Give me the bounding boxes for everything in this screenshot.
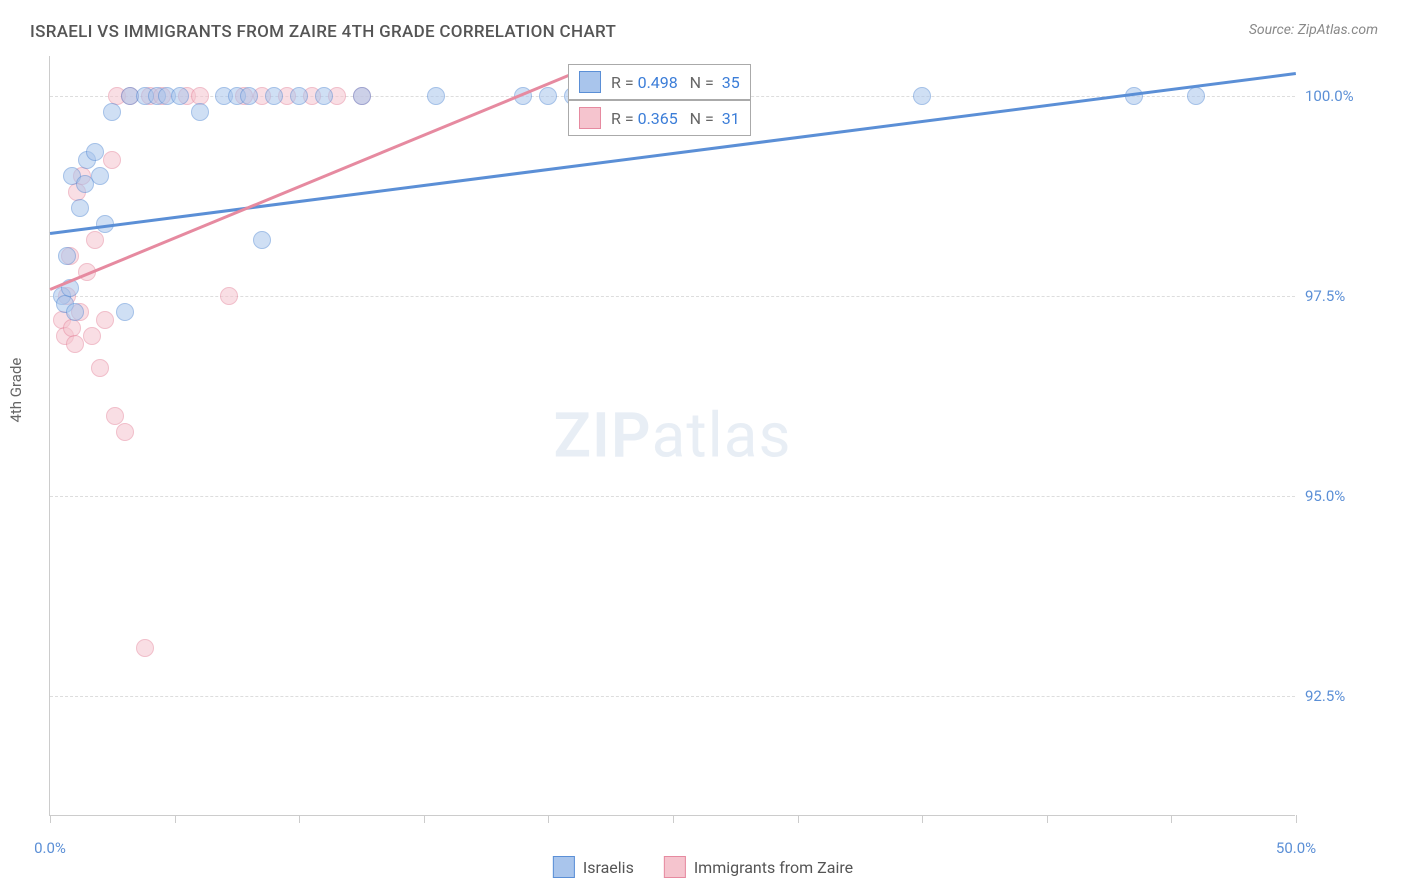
scatter-point	[315, 87, 333, 105]
y-axis-label: 4th Grade	[7, 358, 25, 423]
watermark-light: atlas	[652, 399, 792, 472]
chart-container: ISRAELI VS IMMIGRANTS FROM ZAIRE 4TH GRA…	[0, 0, 1406, 892]
chart-title: ISRAELI VS IMMIGRANTS FROM ZAIRE 4TH GRA…	[30, 22, 616, 42]
x-tick-mark	[548, 815, 549, 823]
scatter-point	[71, 199, 89, 217]
watermark: ZIPatlas	[554, 399, 792, 472]
scatter-point	[171, 87, 189, 105]
x-tick-mark	[50, 815, 51, 823]
legend-label-zaire: Immigrants from Zaire	[694, 858, 853, 877]
x-tick-mark	[424, 815, 425, 823]
gridline-h	[50, 696, 1295, 697]
legend-label-israelis: Israelis	[583, 858, 634, 877]
legend-swatch	[579, 71, 601, 93]
x-tick-mark	[1047, 815, 1048, 823]
scatter-point	[83, 327, 101, 345]
correlation-text: R = 0.365 N = 31	[611, 109, 740, 128]
bottom-legend: Israelis Immigrants from Zaire	[553, 856, 853, 878]
legend-item-israelis: Israelis	[553, 856, 634, 878]
gridline-h	[50, 496, 1295, 497]
x-tick-label: 0.0%	[34, 839, 66, 857]
scatter-point	[91, 167, 109, 185]
legend-item-zaire: Immigrants from Zaire	[664, 856, 853, 878]
y-tick-label: 97.5%	[1305, 287, 1375, 305]
y-tick-label: 95.0%	[1305, 487, 1375, 505]
scatter-point	[86, 143, 104, 161]
plot-area: ZIPatlas 92.5%95.0%97.5%100.0%0.0%50.0%R…	[49, 56, 1295, 816]
scatter-point	[86, 231, 104, 249]
scatter-point	[1187, 87, 1205, 105]
y-tick-label: 100.0%	[1305, 87, 1375, 105]
x-tick-mark	[1171, 815, 1172, 823]
correlation-text: R = 0.498 N = 35	[611, 73, 740, 92]
legend-swatch-pink	[664, 856, 686, 878]
scatter-point	[116, 303, 134, 321]
x-tick-mark	[922, 815, 923, 823]
scatter-point	[91, 359, 109, 377]
x-tick-mark	[1296, 815, 1297, 823]
scatter-point	[106, 407, 124, 425]
scatter-point	[913, 87, 931, 105]
scatter-point	[66, 303, 84, 321]
x-tick-mark	[798, 815, 799, 823]
scatter-point	[253, 231, 271, 249]
x-tick-label: 50.0%	[1276, 839, 1316, 857]
x-tick-mark	[673, 815, 674, 823]
correlation-legend-box: R = 0.498 N = 35	[568, 64, 751, 100]
scatter-point	[427, 87, 445, 105]
scatter-point	[539, 87, 557, 105]
y-tick-label: 92.5%	[1305, 687, 1375, 705]
scatter-point	[116, 423, 134, 441]
scatter-point	[103, 103, 121, 121]
legend-swatch	[579, 107, 601, 129]
scatter-point	[96, 311, 114, 329]
scatter-point	[220, 287, 238, 305]
scatter-point	[66, 335, 84, 353]
scatter-point	[265, 87, 283, 105]
x-tick-mark	[299, 815, 300, 823]
scatter-point	[58, 247, 76, 265]
x-tick-mark	[175, 815, 176, 823]
scatter-point	[290, 87, 308, 105]
source-attribution: Source: ZipAtlas.com	[1249, 22, 1378, 38]
legend-swatch-blue	[553, 856, 575, 878]
scatter-point	[103, 151, 121, 169]
scatter-point	[353, 87, 371, 105]
scatter-point	[191, 103, 209, 121]
watermark-bold: ZIP	[554, 399, 652, 472]
correlation-legend-box: R = 0.365 N = 31	[568, 100, 751, 136]
scatter-point	[240, 87, 258, 105]
scatter-point	[136, 639, 154, 657]
